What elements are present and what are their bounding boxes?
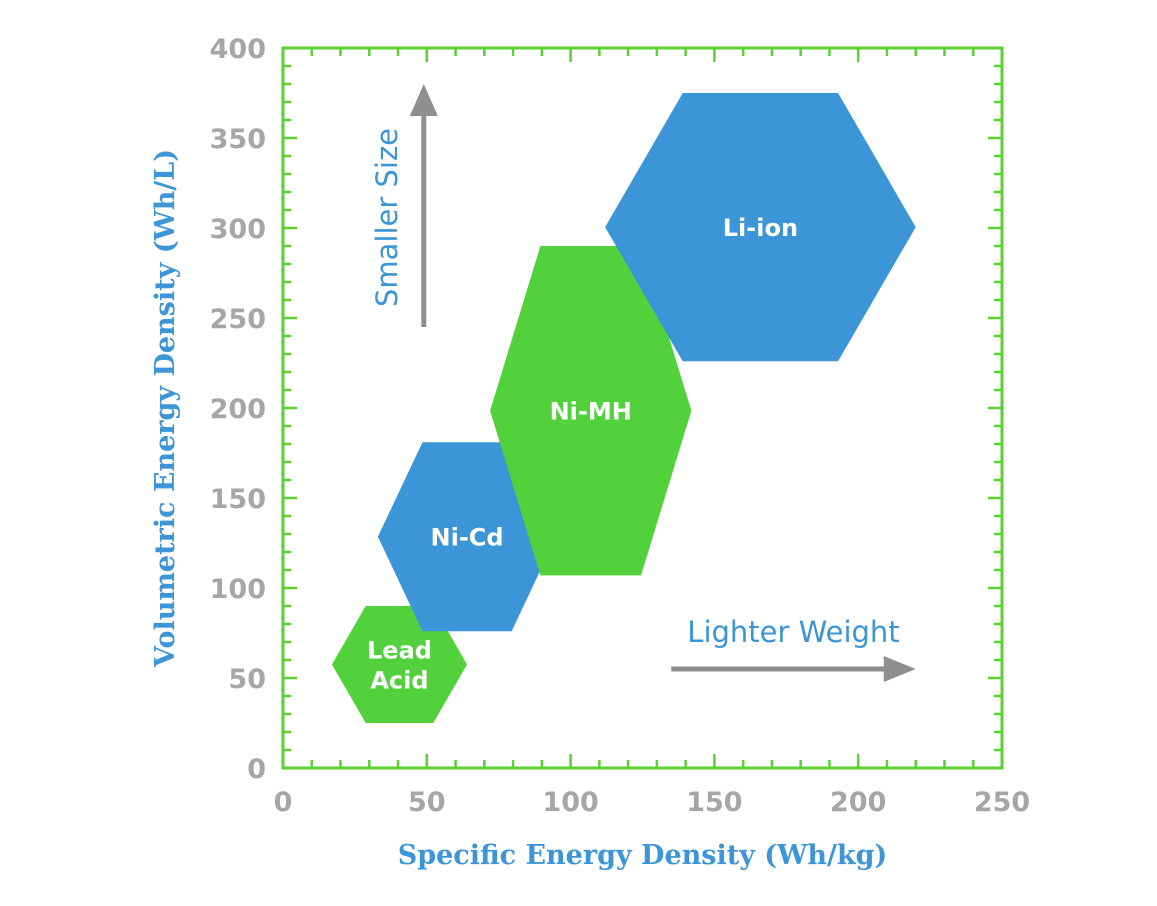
ni-cd-region <box>377 442 557 632</box>
ni-cd-region-label: Ni-Cd <box>431 524 504 552</box>
up-arrow-head <box>409 84 438 116</box>
y-tick-label: 150 <box>210 484 266 515</box>
y-tick-label: 400 <box>210 34 266 65</box>
li-ion-region <box>605 93 916 362</box>
lead-acid-region <box>331 606 468 723</box>
ni-mh-region-label: Ni-MH <box>550 398 632 426</box>
x-tick-label: 250 <box>974 787 1030 818</box>
regions-layer <box>331 93 916 723</box>
y-tick-label: 200 <box>210 394 266 425</box>
li-ion-region-label: Li-ion <box>723 214 798 242</box>
x-tick-label: 100 <box>542 787 598 818</box>
lighter-weight-annotation: Lighter Weight <box>687 615 899 649</box>
x-axis-title: Specific Energy Density (Wh/kg) <box>398 840 888 871</box>
y-tick-label: 300 <box>210 214 266 245</box>
smaller-size-annotation: Smaller Size <box>370 128 404 307</box>
arrows-layer <box>409 84 916 682</box>
y-tick-label: 50 <box>228 664 266 695</box>
x-tick-label: 50 <box>408 787 446 818</box>
x-tick-label: 200 <box>830 787 886 818</box>
x-tick-label: 150 <box>686 787 742 818</box>
plot-frame <box>281 46 1004 770</box>
y-axis-title: Volumetric Energy Density (Wh/L) <box>150 149 181 668</box>
lead-acid-region-label: Lead Acid <box>367 637 432 695</box>
ni-mh-region <box>490 246 692 576</box>
y-tick-label: 0 <box>247 754 266 785</box>
y-tick-label: 250 <box>210 304 266 335</box>
y-tick-label: 350 <box>210 124 266 155</box>
y-tick-label: 100 <box>210 574 266 605</box>
labels-layer: Lead Acid Ni-Cd Ni-MH Li-ion 0 50 100 150 200 250 0… <box>150 34 1030 871</box>
right-arrow-head <box>883 656 916 682</box>
x-tick-label: 0 <box>274 787 293 818</box>
